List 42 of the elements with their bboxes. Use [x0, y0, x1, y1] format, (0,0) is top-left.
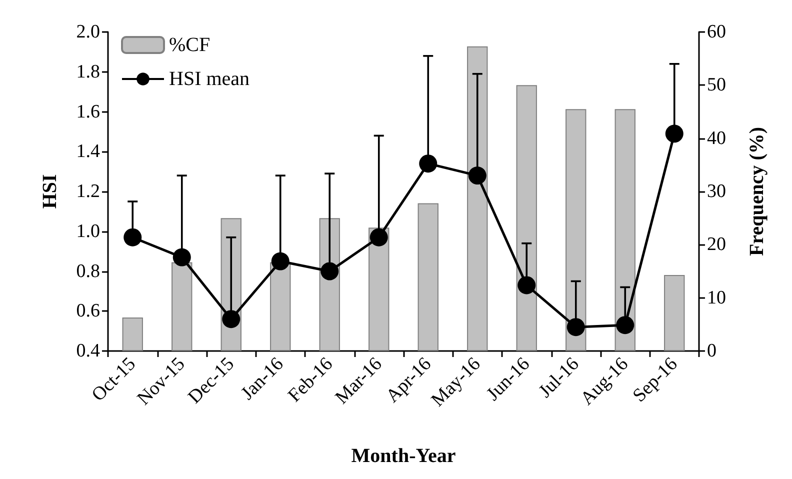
bar — [566, 109, 586, 351]
legend-label: HSI mean — [169, 68, 250, 90]
point — [271, 252, 290, 270]
point — [222, 310, 240, 328]
bar — [467, 46, 488, 351]
point — [566, 318, 585, 336]
point — [370, 228, 388, 246]
y-tick-label: 1.0 — [76, 220, 100, 242]
legend-label: %CF — [169, 34, 210, 56]
point — [320, 262, 339, 280]
bar — [516, 85, 537, 351]
y-tick-label: 0.4 — [76, 340, 100, 362]
y-tick-label: 0.6 — [76, 300, 100, 322]
y2-tick-label: 60 — [707, 22, 726, 42]
point — [172, 248, 191, 266]
y2-tick-label: 30 — [707, 181, 726, 202]
bar — [122, 318, 143, 351]
y-tick-label: 1.4 — [76, 141, 100, 162]
y-tick-label: 0.8 — [76, 260, 100, 282]
bar — [270, 262, 291, 351]
y2-tick-label: 40 — [707, 128, 726, 149]
y2-tick-label: 0 — [707, 340, 716, 362]
bar — [172, 262, 192, 351]
y-tick-label: 1.6 — [76, 101, 100, 122]
y2-tick-label: 50 — [707, 74, 726, 96]
y-tick-label: 1.2 — [76, 181, 100, 202]
point — [665, 124, 684, 143]
point — [419, 154, 438, 173]
y-axis-title: HSI — [39, 174, 61, 209]
bar — [664, 274, 685, 351]
y2-tick-label: 10 — [707, 287, 726, 308]
bar — [614, 109, 636, 351]
point — [616, 316, 634, 334]
point — [518, 276, 536, 294]
x-axis-title: Month-Year — [351, 445, 456, 467]
y2-axis-title: Frequency (%) — [746, 126, 768, 256]
point — [468, 166, 486, 185]
bar — [418, 203, 438, 351]
y-tick-label: 1.8 — [76, 61, 100, 82]
y2-tick-label: 20 — [707, 234, 726, 256]
y-tick-label: 2.0 — [76, 22, 100, 42]
point — [124, 228, 142, 246]
